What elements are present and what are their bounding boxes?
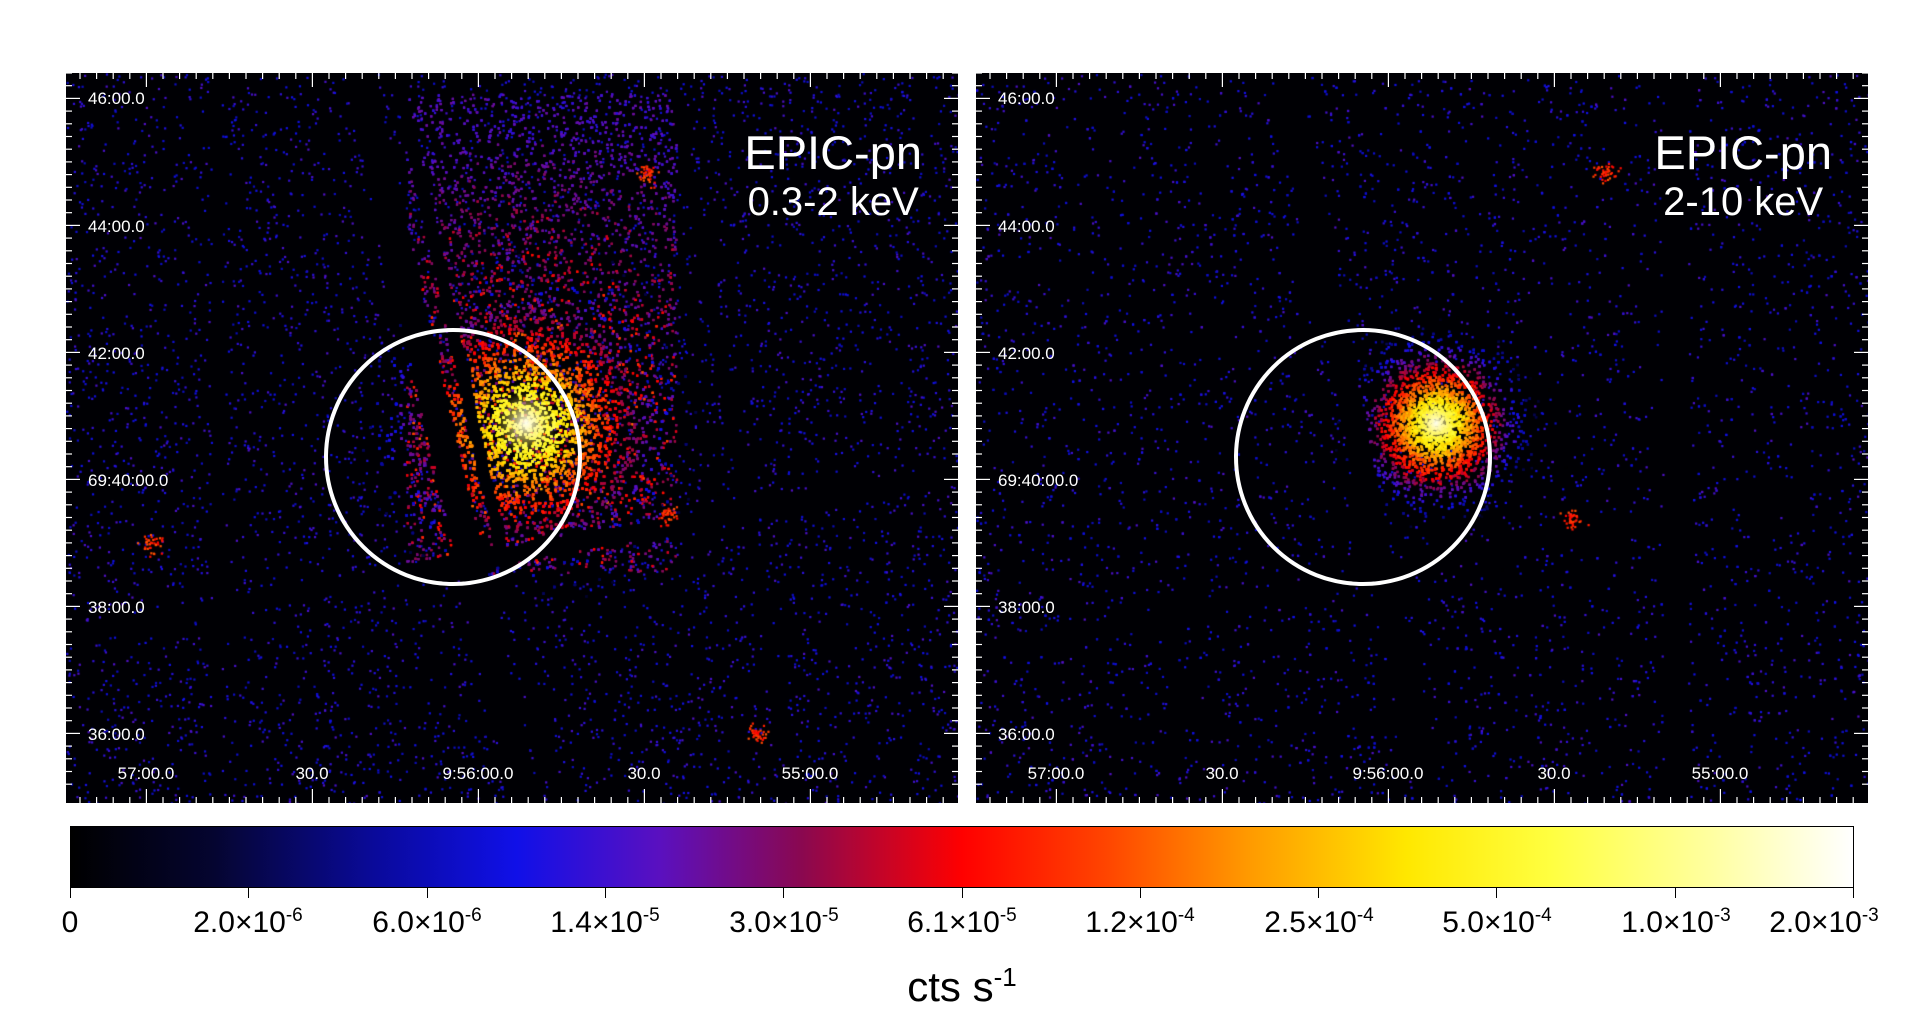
colorbar — [70, 826, 1854, 888]
xray-image-soft — [66, 73, 958, 803]
colorbar-tick-mark — [961, 888, 963, 898]
colorbar-tick-label: 2.0×10-6 — [193, 905, 303, 939]
xray-image-hard — [976, 73, 1868, 803]
panel-title: EPIC-pn 2-10 keV — [1654, 129, 1832, 222]
ra-tick-label: 55:00.0 — [1691, 764, 1749, 783]
colorbar-tick-mark — [604, 888, 606, 898]
dec-tick-label: 42:00.0 — [88, 344, 145, 363]
ra-tick-label: 30.0 — [627, 764, 661, 783]
colorbar-tick-label: 5.0×10-4 — [1442, 905, 1552, 939]
ra-tick-label: 57:00.0 — [117, 764, 175, 783]
ra-tick-label: 9:56:00.0 — [1352, 764, 1424, 783]
colorbar-tick-label: 1.0×10-3 — [1621, 905, 1731, 939]
dec-tick-label: 44:00.0 — [88, 217, 145, 236]
dec-tick-label: 38:00.0 — [998, 598, 1055, 617]
colorbar-tick-mark — [1853, 888, 1854, 898]
image-panel-soft: EPIC-pn 0.3-2 keV 46:00.0 44:00.0 42:00.… — [66, 73, 958, 803]
dec-tick-label: 46:00.0 — [88, 89, 145, 108]
extraction-region-circle — [324, 328, 582, 586]
panel-overlay — [976, 73, 1868, 803]
colorbar-tick-mark — [783, 888, 785, 898]
image-panel-hard: EPIC-pn 2-10 keV 46:00.0 44:00.0 42:00.0… — [976, 73, 1868, 803]
dec-tick-label: 36:00.0 — [88, 725, 145, 744]
colorbar-tick-mark — [426, 888, 428, 898]
colorbar-tick-label: 6.0×10-6 — [372, 905, 482, 939]
dec-tick-label: 69:40:00.0 — [998, 471, 1079, 490]
panel-title: EPIC-pn 0.3-2 keV — [744, 129, 922, 222]
colorbar-tick-mark — [70, 888, 71, 898]
colorbar-ticks — [70, 888, 1854, 900]
panel-overlay — [66, 73, 958, 803]
colorbar-tick-label: 1.2×10-4 — [1085, 905, 1195, 939]
instrument-label: EPIC-pn — [1654, 126, 1832, 179]
dec-tick-label: 69:40:00.0 — [88, 471, 169, 490]
colorbar-tick-label: 1.4×10-5 — [550, 905, 660, 939]
ra-tick-label: 57:00.0 — [1027, 764, 1085, 783]
colorbar-tick-label: 6.1×10-5 — [907, 905, 1017, 939]
ra-tick-label: 55:00.0 — [781, 764, 839, 783]
colorbar-tick-label: 0 — [61, 906, 79, 939]
dec-tick-label: 46:00.0 — [998, 89, 1055, 108]
colorbar-tick-mark — [1318, 888, 1320, 898]
dec-tick-label: 42:00.0 — [998, 344, 1055, 363]
dec-tick-label: 36:00.0 — [998, 725, 1055, 744]
dec-tick-label: 44:00.0 — [998, 217, 1055, 236]
colorbar-tick-mark — [248, 888, 250, 898]
ra-tick-label: 9:56:00.0 — [442, 764, 514, 783]
colorbar-tick-label: 2.0×10-3 — [1769, 905, 1879, 939]
ra-tick-label: 30.0 — [1537, 764, 1571, 783]
colorbar-tick-mark — [1139, 888, 1141, 898]
colorbar-tick-label: 2.5×10-4 — [1264, 905, 1374, 939]
energy-band-label: 2-10 keV — [1663, 180, 1824, 224]
colorbar-tick-label: 3.0×10-5 — [729, 905, 839, 939]
ra-tick-label: 30.0 — [295, 764, 329, 783]
colorbar-tick-mark — [1674, 888, 1676, 898]
ra-tick-label: 30.0 — [1205, 764, 1239, 783]
dec-tick-label: 38:00.0 — [88, 598, 145, 617]
instrument-label: EPIC-pn — [744, 126, 922, 179]
colorbar-unit-label: cts s-1 — [907, 962, 1017, 1010]
extraction-region-circle — [1234, 328, 1492, 586]
energy-band-label: 0.3-2 keV — [747, 180, 919, 224]
colorbar-tick-mark — [1496, 888, 1498, 898]
